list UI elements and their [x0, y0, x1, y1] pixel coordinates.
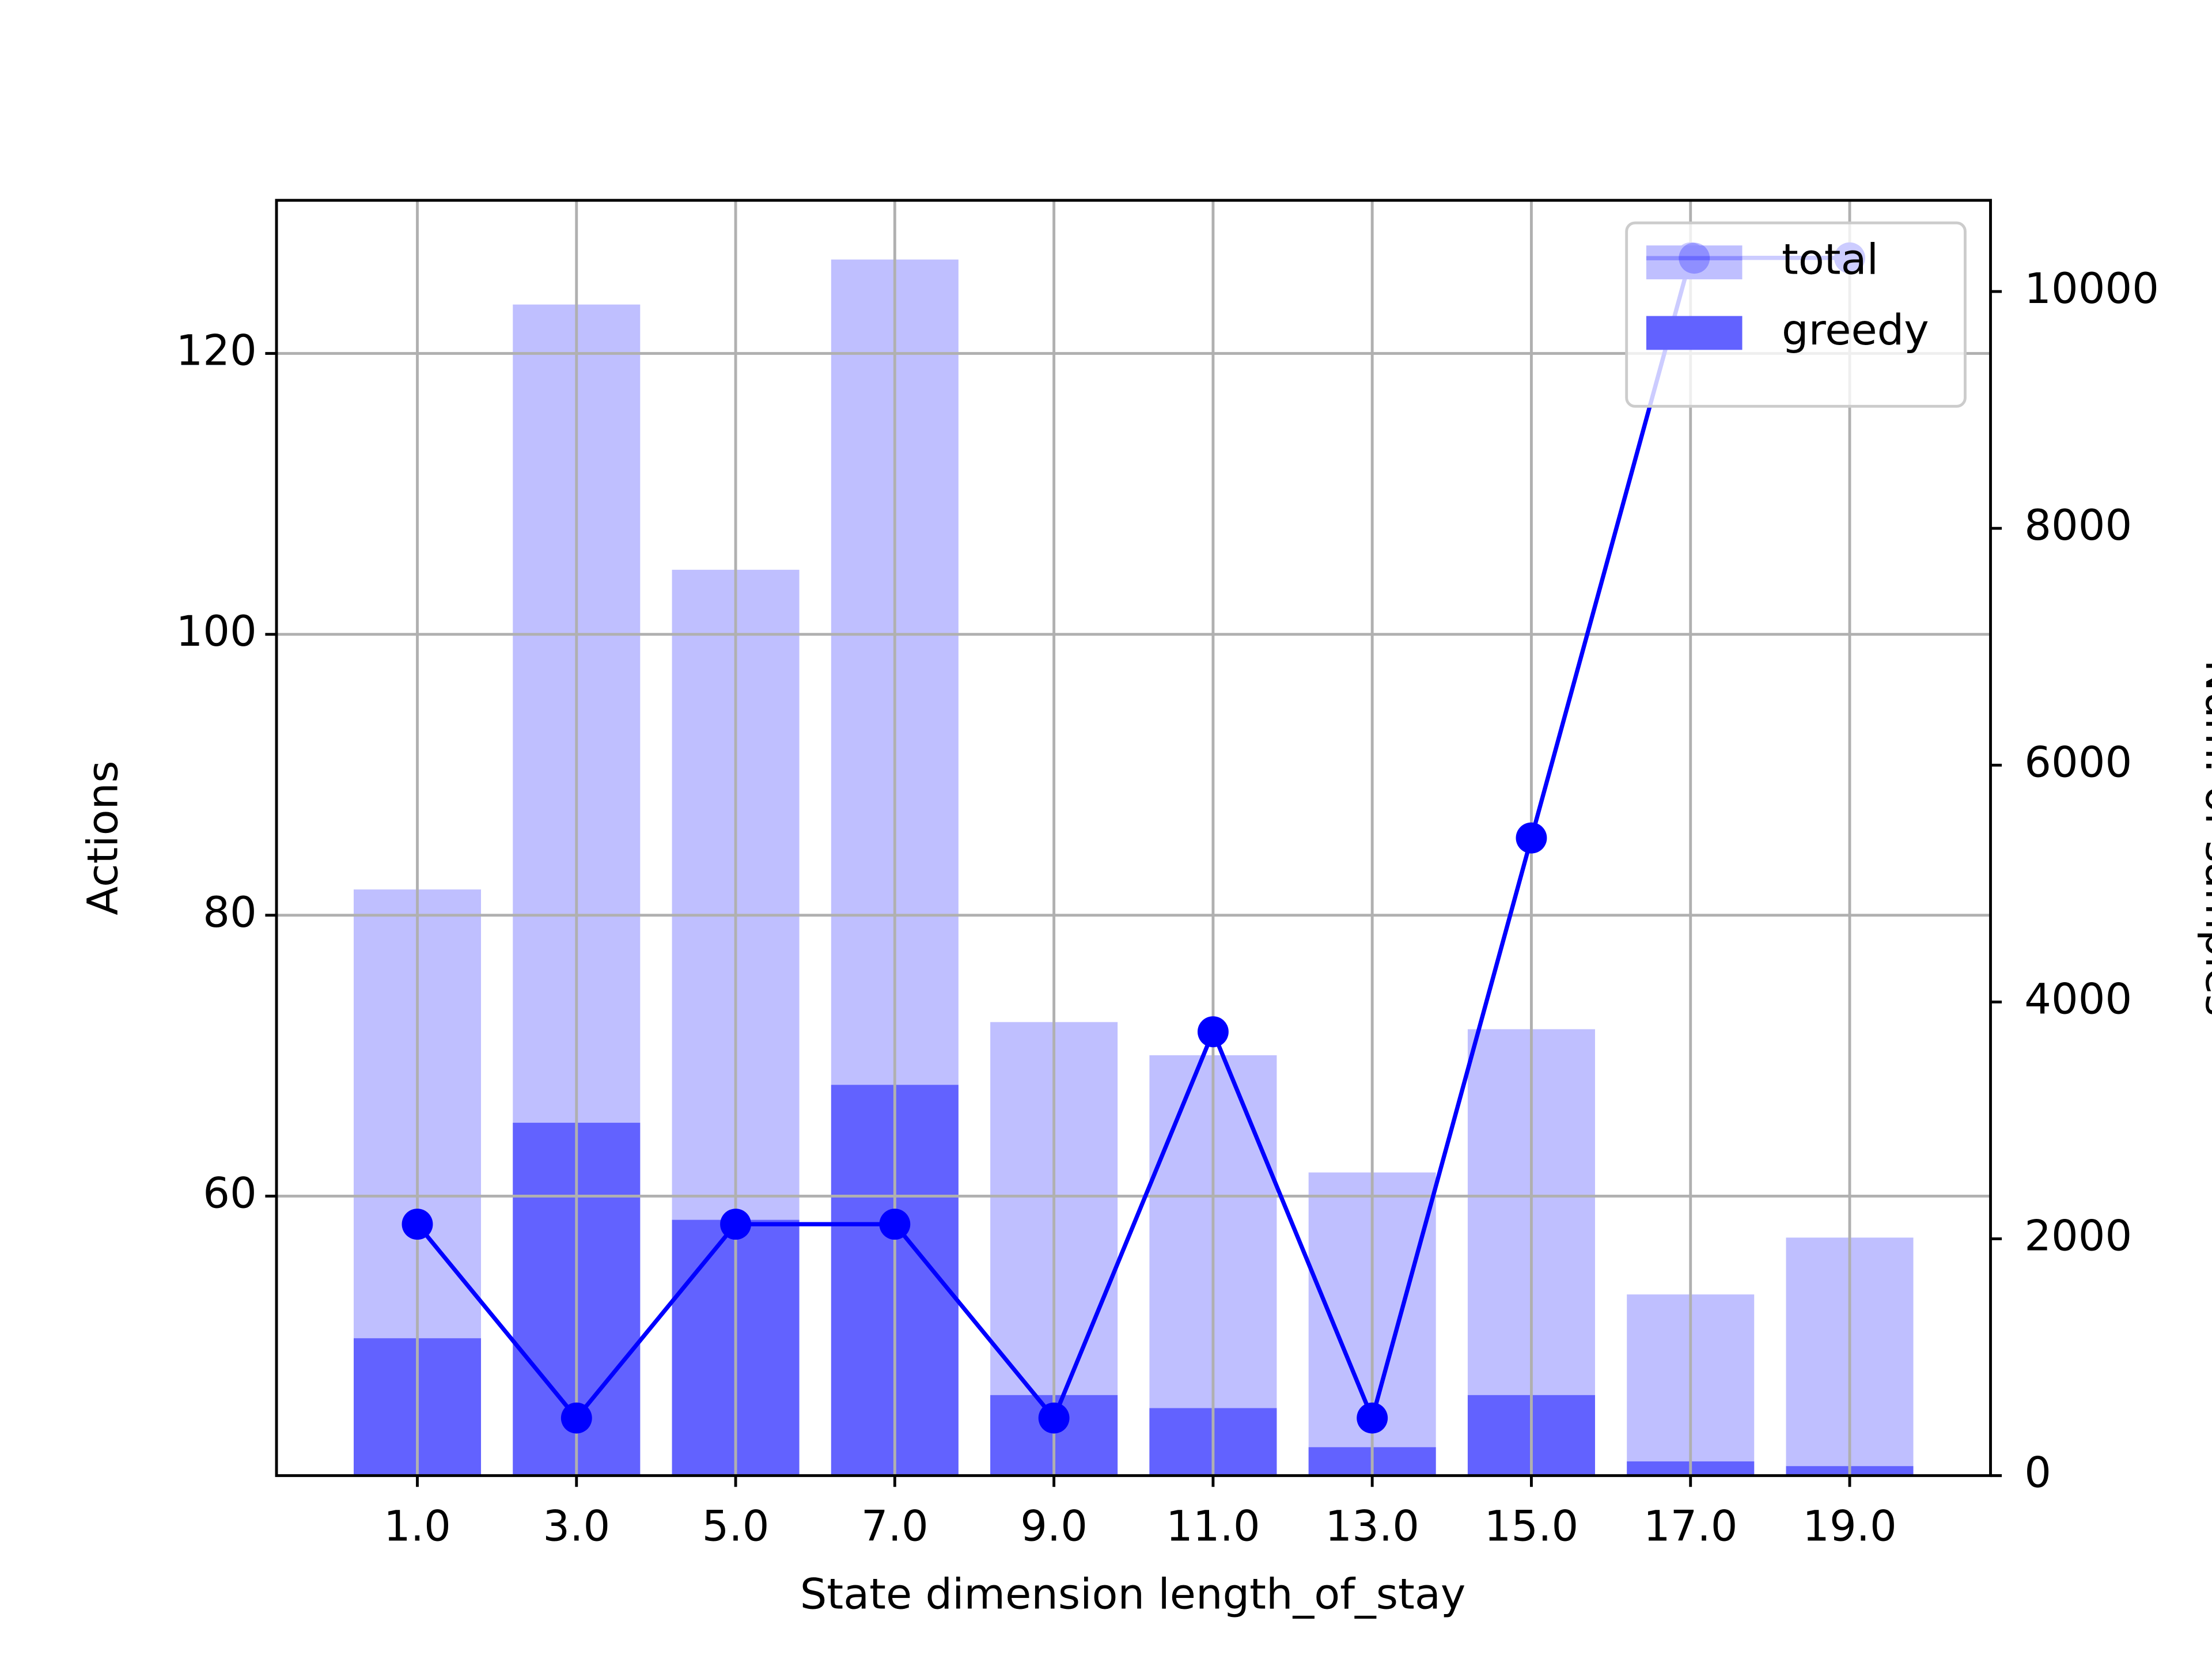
y2-tick-label: 8000	[2024, 501, 2132, 550]
y2-tick-label: 0	[2024, 1449, 2051, 1498]
bars	[353, 259, 1914, 1476]
x-tick-label: 5.0	[702, 1502, 770, 1551]
y-axis-label: Actions	[79, 761, 128, 915]
x-tick-label: 3.0	[543, 1502, 610, 1551]
y-tick-label: 60	[203, 1169, 256, 1218]
line-marker	[1038, 1402, 1070, 1434]
y2-tick-label: 2000	[2024, 1212, 2132, 1261]
x-tick-label: 17.0	[1643, 1502, 1738, 1551]
line-marker	[720, 1209, 751, 1240]
x-axis-label: State dimension length_of_stay	[800, 1570, 1466, 1619]
legend-label: greedy	[1782, 306, 1929, 355]
line-marker	[1197, 1016, 1229, 1048]
line-marker	[560, 1402, 592, 1434]
y2-tick-label: 4000	[2024, 975, 2132, 1024]
y2-tick-label: 10000	[2024, 264, 2159, 313]
legend-marker-glyph	[1679, 243, 1710, 274]
y-tick-label: 100	[176, 607, 257, 656]
x-tick-label: 11.0	[1166, 1502, 1260, 1551]
y2-axis-label: Num. of samples	[2196, 660, 2212, 1016]
x-tick-label: 19.0	[1802, 1502, 1897, 1551]
y-tick-label: 80	[203, 888, 256, 937]
line-marker	[1516, 822, 1547, 854]
x-tick-label: 9.0	[1020, 1502, 1088, 1551]
x-tick-label: 1.0	[384, 1502, 451, 1551]
line-marker	[1357, 1402, 1388, 1434]
y2-tick-label: 6000	[2024, 738, 2132, 787]
legend-label: total	[1782, 236, 1878, 285]
line	[415, 256, 1850, 1425]
plot-frame	[275, 199, 1992, 1478]
x-tick-label: 15.0	[1484, 1502, 1579, 1551]
legend-swatch	[1646, 316, 1743, 350]
y-tick-label: 120	[176, 327, 257, 376]
line-marker	[879, 1209, 911, 1240]
x-tick-label: 13.0	[1325, 1502, 1419, 1551]
line-marker	[402, 1209, 433, 1240]
legend-swatch	[1646, 245, 1743, 279]
legend: total greedy	[1625, 221, 1967, 408]
x-tick-label: 7.0	[861, 1502, 929, 1551]
